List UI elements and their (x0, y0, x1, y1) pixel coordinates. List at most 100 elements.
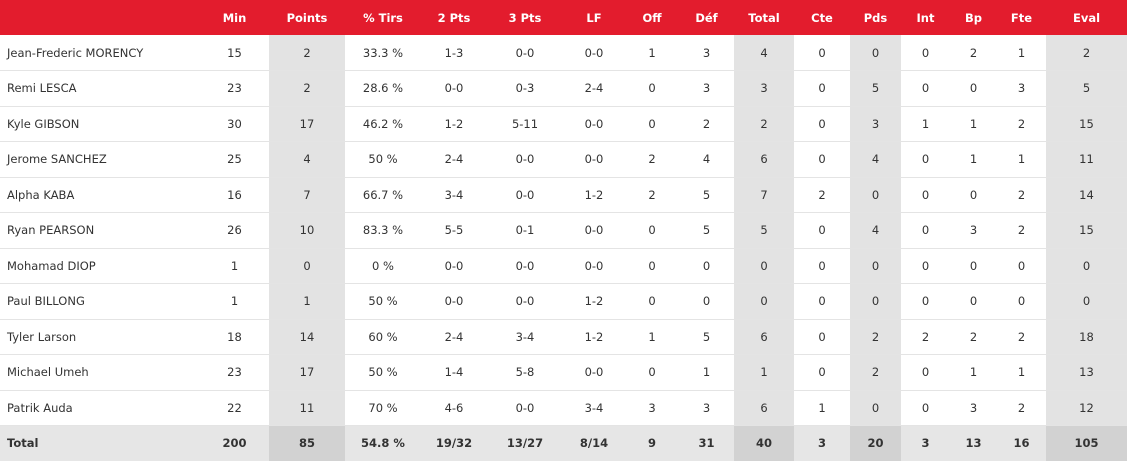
player-row: Jerome SANCHEZ 25 4 50 % 2-4 0-0 0-0 2 4 6 0 4 0 1 1 11 (0, 141, 1127, 178)
cell-off-rebounds: 0 (625, 248, 679, 284)
cell-fouls: 2 (997, 212, 1046, 249)
col-header-turnovers[interactable]: Bp (965, 10, 982, 25)
cell-points: 11 (269, 390, 345, 426)
col-header-assists[interactable]: Pds (863, 10, 888, 25)
cell-steals: 2 (901, 319, 950, 355)
player-row: Tyler Larson 18 14 60 % 2-4 3-4 1-2 1 5 6 0 2 2 2 2 18 (0, 319, 1127, 355)
col-header-off-rebounds[interactable]: Off (642, 10, 662, 25)
cell-def-rebounds: 1 (679, 354, 734, 391)
cell-def-rebounds: 0 (679, 283, 734, 320)
col-header-free-throws[interactable]: LF (586, 10, 602, 25)
cell-off-rebounds: 0 (625, 70, 679, 107)
cell-total-rebounds: 7 (734, 177, 794, 213)
cell-shooting-pct: 46.2 % (345, 106, 421, 142)
cell-total-rebounds: 0 (734, 248, 794, 284)
cell-3pts: 0-3 (487, 70, 563, 107)
cell-fouls: 1 (997, 35, 1046, 71)
cell-blocks: 0 (794, 106, 850, 142)
cell-min: 22 (200, 390, 269, 426)
cell-blocks: 0 (794, 212, 850, 249)
cell-fouls: 0 (997, 283, 1046, 320)
cell-total-rebounds: 6 (734, 141, 794, 178)
col-header-steals[interactable]: Int (916, 10, 935, 25)
col-header-total-rebounds[interactable]: Total (748, 10, 780, 25)
cell-steals: 0 (901, 283, 950, 320)
col-header-shooting-pct[interactable]: % Tirs (363, 10, 403, 25)
cell-turnovers: 1 (950, 106, 997, 142)
cell-2pts: 1-4 (421, 354, 487, 391)
cell-2pts: 4-6 (421, 390, 487, 426)
cell-min: 1 (200, 248, 269, 284)
col-header-min[interactable]: Min (222, 10, 247, 25)
cell-shooting-pct: 60 % (345, 319, 421, 355)
cell-player-name[interactable]: Patrik Auda (0, 390, 200, 426)
cell-player-name[interactable]: Alpha KABA (0, 177, 200, 213)
cell-turnovers: 2 (950, 35, 997, 71)
cell-3pts: 0-0 (487, 283, 563, 320)
cell-player-name[interactable]: Jerome SANCHEZ (0, 141, 200, 178)
cell-blocks: 1 (794, 390, 850, 426)
cell-player-name[interactable]: Mohamad DIOP (0, 248, 200, 284)
cell-turnovers: 2 (950, 319, 997, 355)
col-header-blocks[interactable]: Cte (811, 10, 833, 25)
cell-free-throws: 3-4 (563, 390, 625, 426)
cell-turnovers: 0 (950, 248, 997, 284)
cell-steals: 0 (901, 177, 950, 213)
cell-player-name[interactable]: Kyle GIBSON (0, 106, 200, 142)
player-row: Patrik Auda 22 11 70 % 4-6 0-0 3-4 3 3 6 1 0 0 3 2 12 (0, 390, 1127, 426)
cell-turnovers: 1 (950, 354, 997, 391)
cell-assists: 5 (850, 70, 901, 107)
cell-fouls: 2 (997, 177, 1046, 213)
cell-3pts: 3-4 (487, 319, 563, 355)
totals-2pts: 19/32 (435, 436, 473, 451)
cell-fouls: 1 (997, 141, 1046, 178)
cell-3pts: 0-1 (487, 212, 563, 249)
cell-player-name[interactable]: Michael Umeh (0, 354, 200, 391)
cell-off-rebounds: 0 (625, 354, 679, 391)
cell-fouls: 2 (997, 390, 1046, 426)
cell-fouls: 1 (997, 354, 1046, 391)
cell-shooting-pct: 28.6 % (345, 70, 421, 107)
cell-shooting-pct: 33.3 % (345, 35, 421, 71)
cell-turnovers: 3 (950, 390, 997, 426)
totals-3pts: 13/27 (506, 436, 544, 451)
cell-points: 0 (269, 248, 345, 284)
cell-off-rebounds: 1 (625, 319, 679, 355)
totals-points: 85 (269, 425, 345, 461)
player-row: Kyle GIBSON 30 17 46.2 % 1-2 5-11 0-0 0 2 2 0 3 1 1 2 1… (0, 106, 1127, 142)
totals-assists: 20 (850, 425, 901, 461)
cell-player-name[interactable]: Ryan PEARSON (0, 212, 200, 249)
cell-3pts: 0-0 (487, 177, 563, 213)
totals-min: 200 (222, 436, 247, 451)
totals-row: Total 200 85 54.8 % 19/32 13/27 8/14 9 3… (0, 425, 1127, 461)
cell-def-rebounds: 2 (679, 106, 734, 142)
cell-eval: 13 (1046, 354, 1127, 391)
cell-2pts: 0-0 (421, 248, 487, 284)
cell-assists: 4 (850, 212, 901, 249)
cell-player-name[interactable]: Remi LESCA (0, 70, 200, 107)
cell-player-name[interactable]: Paul BILLONG (0, 283, 200, 320)
cell-shooting-pct: 0 % (345, 248, 421, 284)
cell-turnovers: 0 (950, 177, 997, 213)
cell-free-throws: 1-2 (563, 177, 625, 213)
cell-player-name[interactable]: Tyler Larson (0, 319, 200, 355)
col-header-eval[interactable]: Eval (1072, 10, 1101, 25)
cell-shooting-pct: 70 % (345, 390, 421, 426)
cell-points: 7 (269, 177, 345, 213)
col-header-points[interactable]: Points (286, 10, 328, 25)
cell-off-rebounds: 0 (625, 106, 679, 142)
cell-3pts: 5-11 (487, 106, 563, 142)
player-row: Michael Umeh 23 17 50 % 1-4 5-8 0-0 0 1 1 0 2 0 1 1 13 (0, 354, 1127, 391)
col-header-fouls[interactable]: Fte (1010, 10, 1033, 25)
cell-2pts: 0-0 (421, 283, 487, 320)
cell-total-rebounds: 4 (734, 35, 794, 71)
col-header-def-rebounds[interactable]: Déf (695, 10, 718, 25)
col-header-2pts[interactable]: 2 Pts (437, 10, 471, 25)
cell-total-rebounds: 1 (734, 354, 794, 391)
player-rows: Jean-Frederic MORENCY 15 2 33.3 % 1-3 0-0 0-0 1… (0, 35, 1127, 426)
cell-assists: 0 (850, 390, 901, 426)
totals-eval: 105 (1046, 425, 1127, 461)
cell-player-name[interactable]: Jean-Frederic MORENCY (0, 35, 200, 71)
col-header-3pts[interactable]: 3 Pts (508, 10, 542, 25)
